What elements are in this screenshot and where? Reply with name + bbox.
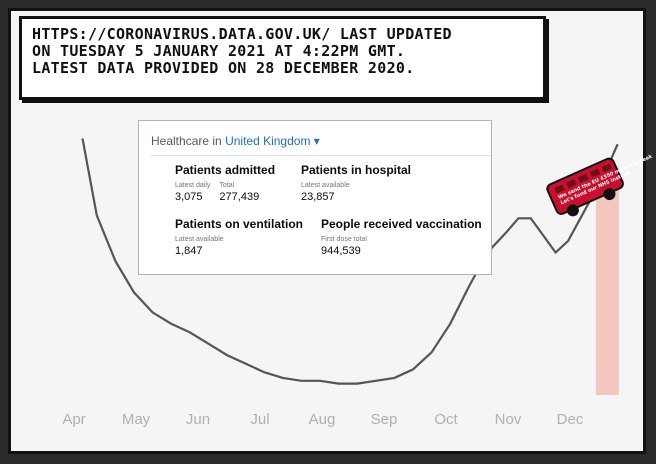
- metric-value: 3,075: [175, 191, 203, 203]
- x-tick-label: Sep: [371, 411, 398, 428]
- metric-title: Patients in hospital: [301, 163, 412, 177]
- metric-label: First dose total: [321, 236, 367, 243]
- x-tick-label: May: [122, 411, 151, 428]
- caption-line: on Tuesday 5 January 2021 at 4:22pm GMT.: [32, 42, 406, 60]
- x-tick-label: Apr: [62, 411, 85, 428]
- metric-patients-on-ventilation: Patients on ventilation Latest available…: [175, 217, 303, 257]
- series-line: [81, 138, 619, 385]
- region-selector[interactable]: United Kingdom ▾: [225, 134, 320, 148]
- metric-title: Patients admitted: [175, 163, 276, 177]
- caption-line: https://coronavirus.data.gov.uk/ last up…: [32, 25, 452, 43]
- region-label[interactable]: United Kingdom: [225, 134, 311, 148]
- x-axis-ticks: Apr May Jun Jul Aug Sep Oct Nov Dec: [62, 411, 584, 428]
- metric-title: People received vaccination: [321, 217, 482, 231]
- metric-people-vaccinated: People received vaccination First dose t…: [321, 217, 482, 257]
- x-tick-label: Jun: [186, 411, 210, 428]
- metric-value: 23,857: [301, 191, 335, 203]
- metric-label: Latest available: [175, 236, 224, 243]
- metric-label: Latest available: [301, 182, 350, 189]
- metric-title: Patients on ventilation: [175, 217, 304, 231]
- metric-patients-in-hospital: Patients in hospital Latest available 23…: [301, 163, 411, 203]
- caption-line: Latest data provided on 28 December 2020…: [32, 59, 415, 77]
- metric-patients-admitted: Patients admitted Latest daily 3,075 Tot…: [175, 163, 275, 203]
- chevron-down-icon[interactable]: ▾: [313, 134, 320, 148]
- highlight-band: [595, 167, 619, 395]
- x-tick-label: Nov: [495, 411, 522, 428]
- metric-value: 1,847: [175, 245, 203, 257]
- divider: [151, 155, 491, 156]
- caption-box: https://coronavirus.data.gov.uk/ last up…: [19, 16, 546, 100]
- healthcare-card: Healthcare in United Kingdom ▾ Patients …: [138, 120, 492, 275]
- metric-value: 277,439: [219, 191, 260, 203]
- metric-value: 944,539: [321, 245, 361, 257]
- x-tick-label: Dec: [557, 411, 584, 428]
- card-heading-prefix: Healthcare in: [151, 134, 222, 148]
- x-tick-label: Jul: [250, 411, 269, 428]
- metric-label: Latest daily: [175, 182, 211, 189]
- x-tick-label: Aug: [309, 411, 336, 428]
- x-tick-label: Oct: [434, 411, 458, 428]
- metric-label: Total: [219, 182, 235, 189]
- card-heading: Healthcare in United Kingdom ▾: [151, 134, 320, 148]
